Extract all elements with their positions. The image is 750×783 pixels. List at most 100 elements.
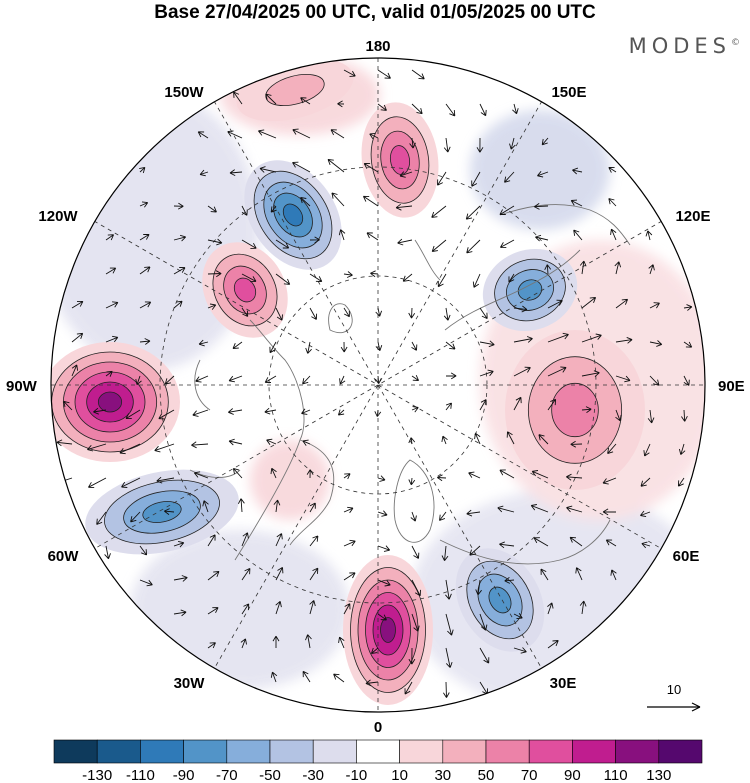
wind-arrow [547, 640, 559, 649]
wind-arrow [649, 302, 660, 309]
wind-arrow [275, 567, 284, 581]
wind-arrow [513, 647, 527, 654]
wind-arrow [121, 477, 141, 488]
wind-arrow [309, 600, 316, 615]
wind-arrow [369, 132, 379, 140]
wind-arrow [338, 636, 345, 649]
wind-arrow [615, 375, 631, 383]
wind-arrow [377, 545, 391, 552]
wind-arrow [377, 475, 386, 482]
wind-arrow [411, 103, 423, 115]
wind-arrow [309, 535, 319, 547]
wind-arrow [475, 579, 482, 596]
wind-arrow [241, 532, 249, 547]
wind-arrow [544, 264, 552, 275]
wind-arrow [71, 332, 84, 343]
wind-arrow [207, 642, 216, 649]
lon-label-120w: 120W [38, 208, 78, 225]
wind-arrow [139, 166, 146, 174]
wind-arrow [474, 432, 481, 445]
wind-arrow [411, 579, 421, 597]
colorbar: -130 -110 -90 -70 -50 -30 -10 10 30 50 70 90 110 130 [53, 739, 703, 783]
colorbar-swatch [53, 739, 98, 764]
colorbar-tick-label: 10 [391, 767, 408, 783]
wind-arrow [537, 171, 549, 178]
wind-arrow [158, 409, 175, 420]
brand-text: MODES [628, 34, 731, 58]
wind-arrow [408, 647, 416, 665]
wind-arrow [270, 671, 278, 683]
wind-arrow [139, 266, 151, 275]
anomaly-lobe-negative [85, 469, 239, 555]
wind-arrow [615, 298, 629, 309]
wind-arrow [641, 541, 651, 549]
wind-arrow [164, 508, 175, 515]
wind-arrow [300, 97, 311, 105]
wind-arrow [228, 375, 243, 383]
wind-arrow [192, 409, 209, 417]
wind-arrow [275, 601, 282, 615]
wind-arrow [258, 129, 277, 139]
colorbar-swatch [183, 739, 228, 764]
wind-arrow [439, 511, 447, 521]
wind-arrow [538, 434, 549, 445]
wind-arrow [292, 128, 311, 139]
lon-label-90e: 90E [718, 378, 745, 395]
anomaly-lobe-negative [244, 160, 342, 270]
wind-arrow [241, 273, 257, 283]
wind-arrow [93, 407, 107, 415]
wind-arrow [437, 273, 447, 288]
colorbar-swatch [528, 739, 573, 764]
wind-arrow [207, 570, 220, 581]
wind-arrow [540, 568, 549, 581]
wind-arrow [377, 613, 387, 621]
wind-arrow [343, 69, 356, 77]
wind-arrow [139, 301, 152, 309]
wind-arrow [270, 467, 277, 479]
wind-arrow [566, 473, 583, 481]
wind-arrow [337, 100, 345, 108]
wind-arrow [512, 103, 519, 115]
wind-arrow [241, 239, 257, 249]
wind-arrow [164, 375, 175, 385]
lon-label-30e: 30E [550, 675, 577, 692]
wind-arrow [530, 504, 549, 513]
wind-arrow [479, 399, 487, 411]
wind-arrow [643, 443, 651, 457]
lon-label-90w: 90W [6, 378, 38, 395]
wind-arrow [411, 545, 420, 559]
wind-arrow [683, 341, 693, 348]
wind-arrow [648, 264, 655, 275]
wind-arrow [330, 129, 345, 139]
colorbar-tick-label: 50 [478, 767, 495, 783]
wind-arrow [173, 234, 187, 242]
wind-arrow [509, 137, 516, 150]
wind-arrow [410, 511, 417, 522]
wind-arrow [445, 647, 453, 668]
wind-arrow [649, 375, 660, 386]
wind-arrow [125, 409, 141, 420]
wind-arrow [547, 602, 554, 615]
wind-arrow [377, 579, 391, 587]
wind-arrow [105, 370, 113, 377]
wind-arrow [173, 540, 185, 548]
wind-arrow [499, 205, 515, 216]
wind-arrow [207, 270, 222, 278]
wind-arrow [331, 192, 345, 207]
wind-arrow [533, 537, 549, 547]
wind-arrow [105, 301, 119, 309]
wind-arrow [362, 195, 379, 207]
wind-vectors [56, 69, 693, 698]
wind-arrow [339, 375, 346, 385]
wind-arrow [241, 205, 248, 216]
wind-arrow [479, 369, 494, 377]
wind-arrow [241, 603, 250, 615]
wind-arrow [105, 267, 117, 275]
wind-arrow [640, 477, 651, 487]
colorbar-tick-label: -90 [173, 767, 195, 783]
wind-arrow [337, 409, 345, 416]
colorbar-tick-label: -30 [302, 767, 324, 783]
wind-arrow [678, 443, 686, 455]
wind-arrow [302, 375, 311, 385]
lon-label-180: 180 [365, 38, 390, 55]
